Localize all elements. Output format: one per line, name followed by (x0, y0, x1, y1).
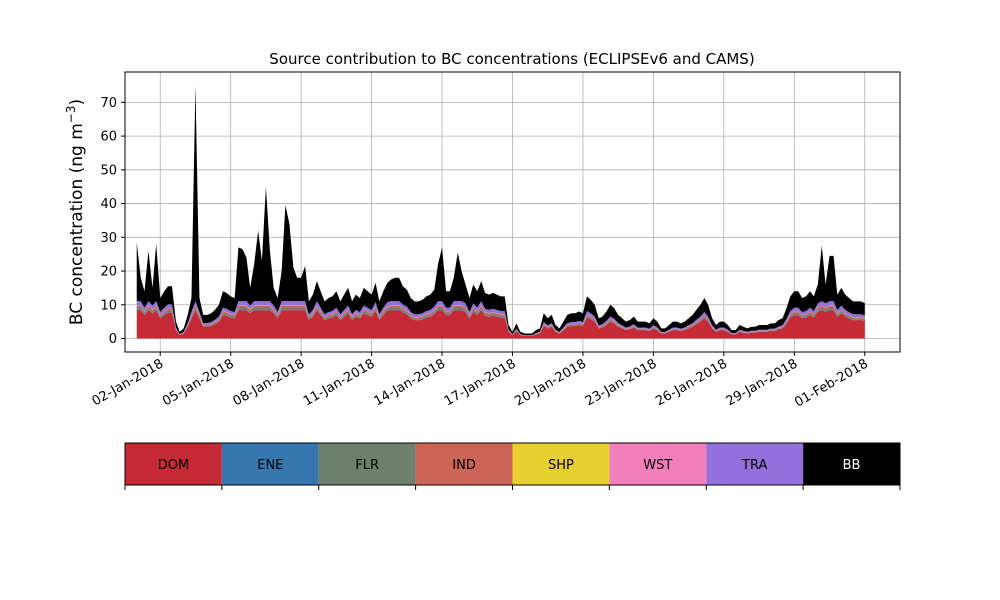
y-axis-ticks: 0 10 20 30 40 50 60 70 (100, 96, 125, 347)
y-tick-label: 40 (100, 197, 117, 212)
x-tick-label: 11-Jan-2018 (301, 356, 378, 409)
legend-label-ind: IND (452, 458, 476, 473)
y-axis-label-main: BC concentration (ng m (67, 123, 87, 325)
y-tick-label: 0 (109, 332, 117, 347)
legend-colorbar: DOM ENE FLR IND SHP WST TRA BB (124, 442, 901, 490)
legend-label-dom: DOM (158, 458, 189, 473)
x-tick-label: 17-Jan-2018 (442, 356, 519, 409)
y-axis-label: BC concentration (ng m−3) (64, 99, 87, 325)
chart-title: Source contribution to BC concentrations… (269, 50, 754, 68)
x-tick-label: 05-Jan-2018 (160, 356, 237, 409)
legend-label-ene: ENE (257, 458, 283, 473)
x-axis-ticks: 02-Jan-201805-Jan-201808-Jan-201811-Jan-… (90, 352, 871, 410)
y-axis-label-sup: −3 (64, 105, 78, 123)
legend-swatch-tra (706, 443, 804, 485)
grid-lines (125, 72, 900, 352)
legend-label-shp: SHP (548, 458, 574, 473)
legend-swatch-shp (512, 443, 610, 485)
legend-label-bb: BB (843, 458, 861, 473)
y-tick-label: 50 (100, 163, 117, 178)
y-tick-label: 20 (100, 265, 117, 280)
legend-swatch-dom (125, 443, 222, 485)
y-tick-label: 30 (100, 231, 117, 246)
y-tick-label: 60 (100, 130, 117, 145)
legend-label-wst: WST (643, 458, 672, 473)
area-bb (136, 85, 865, 336)
legend-swatch-ind (415, 443, 513, 485)
x-tick-label: 26-Jan-2018 (653, 356, 730, 409)
legend-swatch-flr (318, 443, 416, 485)
area-dom (136, 310, 865, 339)
x-tick-label: 02-Jan-2018 (90, 356, 167, 409)
x-tick-label: 20-Jan-2018 (512, 356, 589, 409)
legend-swatch-bb (803, 443, 900, 485)
y-tick-label: 70 (100, 96, 117, 111)
x-tick-label: 23-Jan-2018 (583, 356, 660, 409)
x-tick-label: 01-Feb-2018 (792, 356, 871, 410)
legend-label-tra: TRA (741, 458, 767, 473)
stacked-areas (136, 85, 865, 339)
legend-label-flr: FLR (355, 458, 379, 473)
y-tick-label: 10 (100, 298, 117, 313)
x-tick-label: 29-Jan-2018 (724, 356, 801, 409)
legend-swatch-ene (221, 443, 319, 485)
x-tick-label: 14-Jan-2018 (371, 356, 448, 409)
legend-swatch-wst (609, 443, 707, 485)
y-axis-label-close: ) (67, 99, 87, 106)
x-tick-label: 08-Jan-2018 (231, 356, 308, 409)
